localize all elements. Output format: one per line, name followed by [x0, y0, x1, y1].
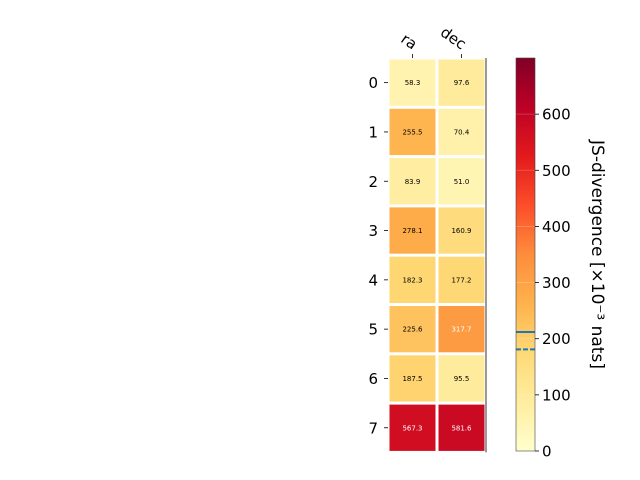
cell-value-label: 83.9 [405, 178, 421, 186]
cell-value-label: 51.0 [454, 178, 470, 186]
heatmap-cell [389, 108, 436, 156]
row-tick-label: 0 [368, 74, 378, 92]
row-tick-label: 3 [368, 222, 378, 240]
colorbar-tick-label: 0 [542, 443, 552, 461]
column-tick-label: dec [437, 23, 469, 53]
cell-value-label: 97.6 [454, 79, 470, 87]
colorbar: 0 100 200 300 400 500 600 JS-divergence [×10⁻³ … [515, 57, 607, 461]
row-tick-labels: 0 1 2 3 4 5 6 7 [368, 74, 388, 437]
row-tick-label: 6 [368, 370, 378, 388]
heatmap-cell [389, 355, 436, 402]
colorbar-label: JS-divergence [×10⁻³ nats] [587, 139, 607, 369]
row-tick-label: 5 [368, 321, 378, 339]
cell-value-label: 160.9 [451, 227, 471, 235]
heatmap-cell [389, 59, 436, 106]
cell-value-label: 581.6 [451, 424, 472, 432]
heatmap-cell [438, 306, 485, 353]
colorbar-gradient [516, 58, 535, 451]
heatmap-cell [389, 404, 436, 451]
heatmap-cell [389, 158, 436, 205]
heatmap-cell [438, 158, 485, 205]
heatmap-cell [438, 108, 485, 156]
cell-value-label: 177.2 [451, 276, 471, 284]
heatmap-cell [438, 256, 485, 303]
heatmap-cell [438, 59, 485, 106]
heatmap-cell [438, 404, 485, 451]
row-tick-label: 7 [368, 419, 378, 437]
cell-value-label: 70.4 [454, 128, 470, 136]
colorbar-tick-label: 300 [542, 274, 571, 292]
cell-value-label: 317.7 [451, 326, 471, 334]
row-tick-label: 2 [368, 173, 378, 191]
heatmap-cell [389, 306, 436, 353]
cell-value-label: 95.5 [454, 375, 470, 383]
column-tick-label: ra [398, 30, 421, 54]
colorbar-frame [515, 57, 536, 452]
colorbar-tick-label: 200 [542, 330, 571, 348]
heatmap-cell [389, 256, 436, 303]
cell-value-label: 182.3 [402, 276, 422, 284]
heatmap-cells [389, 59, 485, 451]
cell-value-label: 255.5 [402, 128, 422, 136]
heatmap-cell [389, 207, 436, 254]
colorbar-tick-label: 400 [542, 218, 571, 236]
colorbar-tick-label: 500 [542, 162, 571, 180]
heatmap-cell [438, 355, 485, 402]
cell-value-label: 567.3 [402, 424, 422, 432]
cell-value-label: 278.1 [402, 227, 422, 235]
colorbar-tick-label: 100 [542, 386, 571, 404]
cell-value-label: 225.6 [402, 326, 423, 334]
cell-value-label: 58.3 [405, 79, 421, 87]
row-tick-label: 4 [368, 271, 378, 289]
cell-value-label: 187.5 [402, 375, 422, 383]
colorbar-tick-label: 600 [542, 106, 571, 124]
heatmap-value-labels: 58.3 97.6 255.5 70.4 83.9 51.0 278.1 160.9 182.3… [402, 79, 472, 432]
heatmap-cell [438, 207, 485, 254]
column-tick-labels: ra dec [398, 23, 470, 58]
row-tick-label: 1 [368, 123, 378, 141]
